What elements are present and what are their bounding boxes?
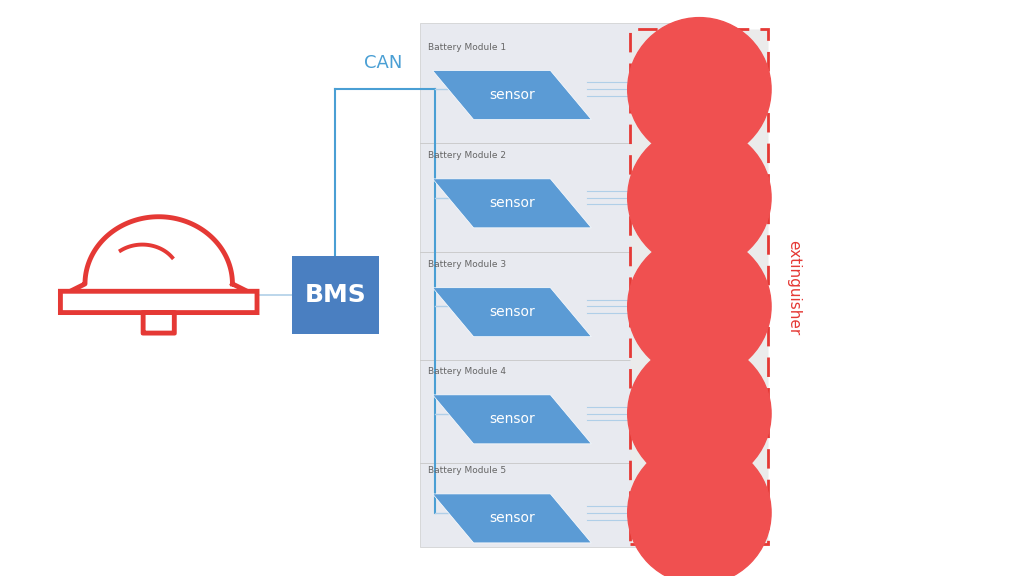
Bar bbox=[630, 29, 768, 544]
Circle shape bbox=[628, 342, 771, 485]
Polygon shape bbox=[432, 494, 592, 543]
Text: sensor: sensor bbox=[489, 196, 535, 210]
Text: sensor: sensor bbox=[489, 412, 535, 426]
Text: Battery Module 4: Battery Module 4 bbox=[428, 367, 506, 376]
Text: sensor: sensor bbox=[489, 305, 535, 319]
Text: sensor: sensor bbox=[489, 88, 535, 102]
Polygon shape bbox=[432, 395, 592, 444]
Text: Battery Module 5: Battery Module 5 bbox=[428, 467, 506, 475]
Circle shape bbox=[628, 235, 771, 378]
Circle shape bbox=[628, 441, 771, 576]
Circle shape bbox=[628, 126, 771, 269]
Polygon shape bbox=[69, 217, 249, 292]
Polygon shape bbox=[432, 71, 592, 120]
FancyBboxPatch shape bbox=[143, 313, 174, 333]
Text: Battery Module 3: Battery Module 3 bbox=[428, 260, 506, 269]
Text: extinguisher: extinguisher bbox=[786, 240, 801, 336]
Text: Battery Module 1: Battery Module 1 bbox=[428, 43, 506, 52]
Polygon shape bbox=[432, 287, 592, 336]
Text: Battery Module 2: Battery Module 2 bbox=[428, 151, 506, 160]
Circle shape bbox=[628, 18, 771, 161]
Bar bbox=[292, 256, 379, 334]
Text: sensor: sensor bbox=[489, 511, 535, 525]
Text: BMS: BMS bbox=[304, 283, 367, 307]
FancyBboxPatch shape bbox=[60, 291, 257, 313]
Bar bbox=[420, 23, 696, 547]
Polygon shape bbox=[432, 179, 592, 228]
Text: CAN: CAN bbox=[364, 54, 401, 72]
